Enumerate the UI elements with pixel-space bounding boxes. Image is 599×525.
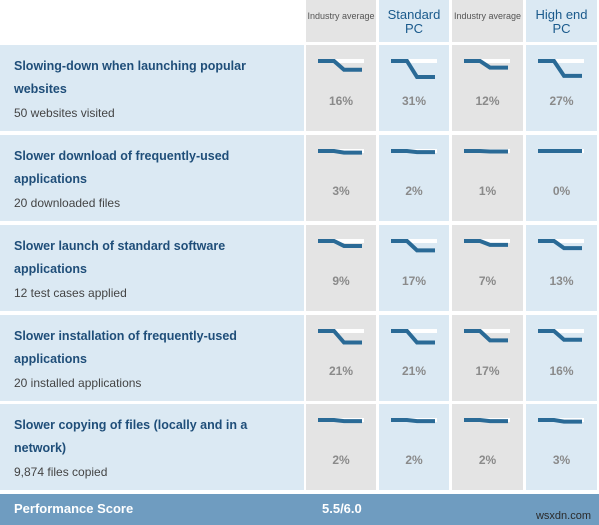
value-cell: 12% bbox=[452, 45, 523, 131]
row-label-cell: Slower launch of standard software appli… bbox=[0, 225, 304, 311]
row-subtitle: 20 installed applications bbox=[14, 376, 142, 390]
value-cell: 2% bbox=[379, 135, 449, 221]
slowdown-percentage: 2% bbox=[332, 453, 350, 467]
slowdown-trend-icon bbox=[538, 59, 584, 78]
slowdown-percentage: 12% bbox=[475, 94, 500, 108]
value-cell: 16% bbox=[526, 315, 597, 401]
slowdown-trend-icon bbox=[464, 329, 510, 343]
slowdown-percentage: 17% bbox=[401, 274, 427, 288]
slowdown-percentage: 1% bbox=[478, 184, 497, 198]
slowdown-trend-icon bbox=[318, 149, 364, 155]
slowdown-percentage: 3% bbox=[552, 453, 571, 467]
column-header-label: Standard PC bbox=[387, 7, 441, 37]
slowdown-percentage: 9% bbox=[332, 274, 350, 288]
slowdown-percentage: 17% bbox=[475, 364, 500, 378]
slowdown-trend-icon bbox=[538, 329, 584, 342]
row-title: Slower copying of files (locally and in … bbox=[14, 418, 248, 455]
slowdown-percentage: 2% bbox=[405, 453, 423, 467]
value-cell: 2% bbox=[379, 404, 449, 490]
slowdown-trend-icon bbox=[391, 149, 437, 155]
row-title: Slowing-down when launching popular webs… bbox=[14, 59, 246, 96]
value-cell: 9% bbox=[306, 225, 376, 311]
row-subtitle: 20 downloaded files bbox=[14, 196, 121, 210]
watermark: wsxdn.com bbox=[535, 510, 591, 522]
row-label-cell: Slower copying of files (locally and in … bbox=[0, 404, 304, 490]
table-row: Slower copying of files (locally and in … bbox=[0, 404, 599, 490]
performance-score-label: Performance Score bbox=[14, 501, 134, 516]
slowdown-trend-icon bbox=[391, 239, 437, 253]
slowdown-trend-icon bbox=[391, 418, 437, 424]
value-cell: 31% bbox=[379, 45, 449, 131]
row-subtitle: 50 websites visited bbox=[14, 106, 115, 120]
row-label-cell: Slower download of frequently-used appli… bbox=[0, 135, 304, 221]
table-row: Slower launch of standard software appli… bbox=[0, 225, 599, 311]
slowdown-percentage: 21% bbox=[328, 364, 354, 378]
value-cell: 17% bbox=[379, 225, 449, 311]
table-row: Slower download of frequently-used appli… bbox=[0, 135, 599, 221]
slowdown-percentage: 16% bbox=[328, 94, 354, 108]
slowdown-trend-icon bbox=[538, 239, 584, 251]
value-cell: 27% bbox=[526, 45, 597, 131]
column-header-standard-pc: Standard PC bbox=[379, 0, 449, 42]
column-header-label: High end PC bbox=[535, 7, 588, 37]
slowdown-trend-icon bbox=[318, 418, 364, 424]
column-header-label: Industry average bbox=[307, 11, 375, 21]
slowdown-trend-icon bbox=[318, 239, 364, 248]
row-label-cell: Slowing-down when launching popular webs… bbox=[0, 45, 304, 131]
slowdown-trend-icon bbox=[464, 59, 510, 70]
slowdown-percentage: 2% bbox=[478, 453, 497, 467]
slowdown-trend-icon bbox=[318, 59, 364, 72]
slowdown-percentage: 0% bbox=[552, 184, 571, 198]
row-title: Slower installation of frequently-used a… bbox=[14, 329, 237, 366]
slowdown-trend-icon bbox=[464, 149, 510, 154]
value-cell: 3% bbox=[306, 135, 376, 221]
slowdown-percentage: 21% bbox=[401, 364, 427, 378]
row-subtitle: 9,874 files copied bbox=[14, 465, 108, 479]
value-cell: 3% bbox=[526, 404, 597, 490]
value-cell: 16% bbox=[306, 45, 376, 131]
column-header-industry-average-2: Industry average bbox=[452, 0, 523, 42]
column-header-high-end-pc: High end PC bbox=[526, 0, 597, 42]
value-cell: 13% bbox=[526, 225, 597, 311]
row-title: Slower launch of standard software appli… bbox=[14, 239, 226, 276]
row-label-cell: Slower installation of frequently-used a… bbox=[0, 315, 304, 401]
value-cell: 21% bbox=[306, 315, 376, 401]
value-cell: 17% bbox=[452, 315, 523, 401]
value-cell: 21% bbox=[379, 315, 449, 401]
slowdown-percentage: 31% bbox=[401, 94, 427, 108]
slowdown-trend-icon bbox=[464, 418, 510, 424]
slowdown-trend-icon bbox=[391, 59, 437, 79]
column-header-industry-average-1: Industry average bbox=[306, 0, 376, 42]
value-cell: 2% bbox=[452, 404, 523, 490]
slowdown-percentage: 27% bbox=[549, 94, 574, 108]
row-title: Slower download of frequently-used appli… bbox=[14, 149, 230, 186]
performance-score-bar: Performance Score 5.5/6.0 bbox=[0, 494, 599, 525]
table-row: Slower installation of frequently-used a… bbox=[0, 315, 599, 401]
slowdown-percentage: 16% bbox=[549, 364, 574, 378]
slowdown-trend-icon bbox=[538, 418, 584, 424]
slowdown-trend-icon bbox=[391, 329, 437, 345]
slowdown-trend-icon bbox=[464, 239, 510, 247]
slowdown-percentage: 13% bbox=[549, 274, 574, 288]
slowdown-percentage: 7% bbox=[478, 274, 497, 288]
performance-score-value: 5.5/6.0 bbox=[322, 501, 362, 516]
table-header: Industry average Standard PC Industry av… bbox=[0, 0, 599, 44]
value-cell: 0% bbox=[526, 135, 597, 221]
value-cell: 2% bbox=[306, 404, 376, 490]
slowdown-percentage: 3% bbox=[332, 184, 350, 198]
slowdown-percentage: 2% bbox=[405, 184, 423, 198]
row-subtitle: 12 test cases applied bbox=[14, 286, 127, 300]
slowdown-trend-icon bbox=[318, 329, 364, 345]
value-cell: 1% bbox=[452, 135, 523, 221]
table-row: Slowing-down when launching popular webs… bbox=[0, 45, 599, 131]
column-header-label: Industry average bbox=[453, 11, 522, 21]
slowdown-trend-icon bbox=[538, 149, 584, 153]
value-cell: 7% bbox=[452, 225, 523, 311]
